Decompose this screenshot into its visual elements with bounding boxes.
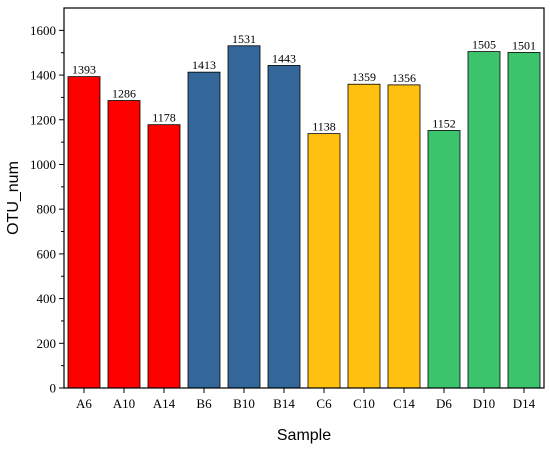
x-tick-label-d14: D14 [513, 396, 536, 411]
bar-a6 [67, 76, 101, 389]
x-tick-label-a6: A6 [76, 396, 92, 411]
y-tick-label-0: 0 [50, 381, 57, 396]
bars-layer [67, 45, 541, 389]
y-tick-label-1400: 1400 [30, 68, 56, 83]
data-label-c14: 1356 [392, 71, 416, 85]
x-tick-label-c10: C10 [353, 396, 375, 411]
data-label-a14: 1178 [152, 111, 176, 125]
data-label-a10: 1286 [112, 87, 136, 101]
bar-a14 [147, 124, 181, 389]
y-tick-label-800: 800 [37, 202, 57, 217]
data-label-c10: 1359 [352, 70, 376, 84]
y-tick-label-1200: 1200 [30, 112, 56, 127]
bar-b10 [227, 45, 261, 389]
y-axis-title: OTU_num [5, 161, 22, 235]
x-tick-label-b6: B6 [196, 396, 212, 411]
bar-c6 [307, 133, 341, 389]
data-labels-layer: 1393 1286 1178 1413 1531 1443 1138 1359 1356 1152… [72, 32, 536, 134]
x-tick-label-d10: D10 [473, 396, 495, 411]
data-label-d14: 1501 [512, 38, 536, 52]
bar-d14 [507, 52, 541, 389]
x-tick-label-d6: D6 [436, 396, 452, 411]
x-axis: A6 A10 A14 B6 B10 B14 C6 C10 C14 D6 D10 D14 [76, 388, 536, 411]
x-tick-label-c14: C14 [393, 396, 415, 411]
plot-frame [63, 7, 545, 389]
data-label-d6: 1152 [432, 116, 456, 130]
x-tick-label-a14: A14 [153, 396, 176, 411]
data-label-b10: 1531 [232, 32, 256, 46]
data-label-b6: 1413 [192, 58, 216, 72]
x-tick-label-a10: A10 [113, 396, 135, 411]
x-axis-title: Sample [277, 427, 331, 444]
bar-b6 [187, 71, 221, 389]
data-label-a6: 1393 [72, 63, 96, 77]
y-tick-label-200: 200 [37, 336, 57, 351]
bar-c14 [387, 84, 421, 389]
x-tick-label-b10: B10 [233, 396, 255, 411]
bar-c10 [347, 83, 381, 389]
y-tick-label-400: 400 [37, 291, 57, 306]
bar-b14 [267, 65, 301, 389]
data-label-d10: 1505 [472, 38, 496, 52]
data-label-c6: 1138 [312, 120, 336, 134]
bar-d6 [427, 130, 461, 389]
y-axis: 0 200 400 600 800 1000 1200 1400 1600 [30, 23, 64, 396]
y-tick-label-1000: 1000 [30, 157, 56, 172]
data-label-b14: 1443 [272, 51, 296, 65]
x-tick-label-b14: B14 [273, 396, 295, 411]
bar-d10 [467, 51, 501, 389]
y-tick-label-1600: 1600 [30, 23, 56, 38]
x-tick-label-c6: C6 [316, 396, 332, 411]
bar-a10 [107, 100, 141, 389]
y-tick-label-600: 600 [37, 246, 57, 261]
